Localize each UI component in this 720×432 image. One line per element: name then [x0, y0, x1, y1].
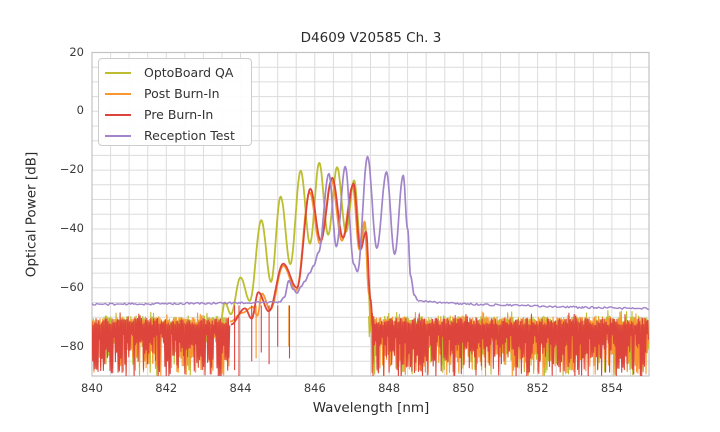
- legend-label-pre-burn-in: Pre Burn-In: [144, 107, 214, 122]
- x-tick-label-844: 844: [229, 381, 252, 395]
- legend-swatch-post-burn-in: [105, 92, 131, 95]
- x-tick-label-846: 846: [303, 381, 326, 395]
- y-tick-label-20: 20: [69, 44, 84, 59]
- plot-spines: [91, 51, 650, 377]
- legend-swatch-reception-test: [105, 134, 131, 137]
- legend-item-optoboard-qa: OptoBoard QA: [99, 62, 251, 83]
- legend-item-reception-test: Reception Test: [99, 125, 251, 146]
- legend-item-pre-burn-in: Pre Burn-In: [99, 104, 251, 125]
- x-tick-label-840: 840: [81, 381, 103, 395]
- noise-floor-pre-burn-in: [92, 312, 231, 376]
- legend-label-reception-test: Reception Test: [144, 128, 235, 143]
- x-tick-label-852: 852: [526, 381, 549, 395]
- y-tick-label--80: −80: [59, 338, 84, 353]
- legend-swatch-optoboard-qa: [105, 71, 131, 74]
- y-tick-label--40: −40: [59, 220, 84, 235]
- legend: OptoBoard QA Post Burn-In Pre Burn-In Recep…: [98, 58, 252, 146]
- series-floor-left-reception-test: [92, 300, 280, 306]
- y-tick-label--20: −20: [59, 162, 84, 177]
- x-tick-label-850: 850: [452, 381, 475, 395]
- series-line-pre-burn-in: [230, 176, 374, 330]
- legend-label-post-burn-in: Post Burn-In: [144, 86, 220, 101]
- legend-swatch-pre-burn-in: [105, 113, 131, 116]
- series-floor-right-reception-test: [417, 299, 649, 311]
- x-axis-label: Wavelength [nm]: [312, 400, 430, 416]
- chart-title: D4609 V20585 Ch. 3: [300, 30, 442, 46]
- series-line-reception-test: [279, 155, 419, 304]
- y-tick-label--60: −60: [59, 279, 84, 294]
- x-tick-label-854: 854: [600, 381, 623, 395]
- legend-label-optoboard-qa: OptoBoard QA: [144, 65, 234, 80]
- y-tick-label-0: 0: [76, 103, 84, 118]
- noise-floor-pre-burn-in: [371, 312, 649, 376]
- plot-area: [92, 155, 649, 376]
- x-tick-label-842: 842: [155, 381, 178, 395]
- x-tick-label-848: 848: [378, 381, 401, 395]
- legend-item-post-burn-in: Post Burn-In: [99, 83, 251, 104]
